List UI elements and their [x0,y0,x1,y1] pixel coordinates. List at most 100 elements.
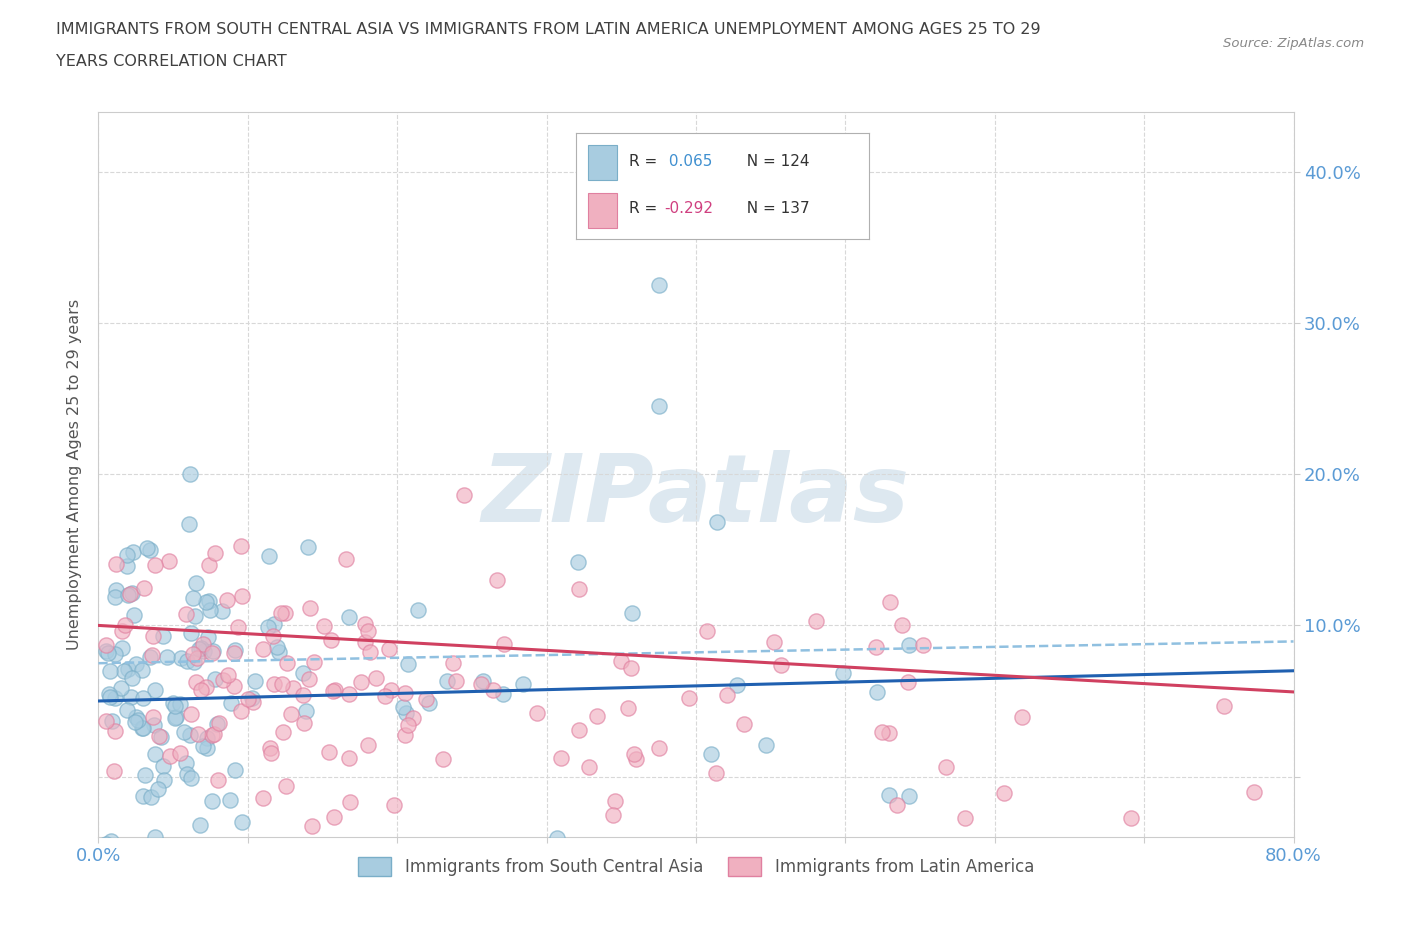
Point [97,645,120,660]
Point [152,759,174,774]
Point [912,637,935,652]
Point [441,656,464,671]
Point [165,710,187,724]
Point [700,747,723,762]
Point [242,695,264,710]
Point [620,661,643,676]
Point [195,731,218,746]
Point [322,809,344,824]
Point [231,815,253,830]
Point [163,698,186,713]
Point [103,764,125,778]
Point [172,889,194,904]
Point [526,706,548,721]
Point [567,581,589,596]
Point [415,691,437,706]
Point [231,538,253,553]
Point [546,830,568,845]
Point [337,686,360,701]
Point [323,683,346,698]
Point [224,678,246,693]
Point [104,690,127,705]
Point [150,729,173,744]
Point [141,647,163,662]
Point [704,765,727,780]
Point [953,810,976,825]
Point [187,727,209,742]
Point [148,728,170,743]
Point [139,790,162,804]
Point [193,636,215,651]
Point [142,718,165,733]
Point [444,673,467,688]
Point [337,751,360,765]
Text: Source: ZipAtlas.com: Source: ZipAtlas.com [1223,37,1364,50]
Point [1119,810,1142,825]
Point [623,746,645,761]
Point [184,576,207,591]
Point [120,587,142,602]
Text: IMMIGRANTS FROM SOUTH CENTRAL ASIA VS IMMIGRANTS FROM LATIN AMERICA UNEMPLOYMENT: IMMIGRANTS FROM SOUTH CENTRAL ASIA VS IM… [56,22,1040,37]
Point [121,585,143,600]
Point [392,699,415,714]
Point [157,553,180,568]
Point [1243,785,1265,800]
Point [993,786,1015,801]
Point [198,603,221,618]
Point [94,638,117,653]
Point [382,797,405,812]
Point [292,687,315,702]
Point [262,629,284,644]
Point [624,752,647,767]
Point [132,721,155,736]
Point [131,789,153,804]
Point [201,727,224,742]
Point [706,514,728,529]
Point [472,673,495,688]
Point [266,640,288,655]
Point [139,543,162,558]
Point [104,724,127,738]
Point [274,778,297,793]
Point [142,629,165,644]
Point [201,645,224,660]
Point [877,725,900,740]
Point [177,517,200,532]
Point [205,716,228,731]
Point [115,703,138,718]
Point [647,399,669,414]
Point [229,703,252,718]
Point [394,685,416,700]
Point [125,657,148,671]
Point [436,673,458,688]
Point [257,549,280,564]
Point [184,608,207,623]
Point [198,558,221,573]
Point [111,641,134,656]
Point [1102,870,1125,884]
Point [231,588,253,603]
Point [866,684,889,699]
Point [215,592,238,607]
Point [359,644,381,659]
Point [337,609,360,624]
Point [295,703,318,718]
Point [339,795,361,810]
Point [100,834,122,849]
Point [252,790,274,805]
Point [321,632,343,647]
Point [350,675,373,690]
Point [256,620,278,635]
Point [335,551,357,566]
Point [98,663,121,678]
Point [121,544,143,559]
Point [292,716,315,731]
Point [162,696,184,711]
Point [114,618,136,632]
Point [298,671,321,686]
Point [165,711,187,725]
Point [173,724,195,739]
Point [769,658,792,673]
Point [647,278,669,293]
Point [616,700,638,715]
